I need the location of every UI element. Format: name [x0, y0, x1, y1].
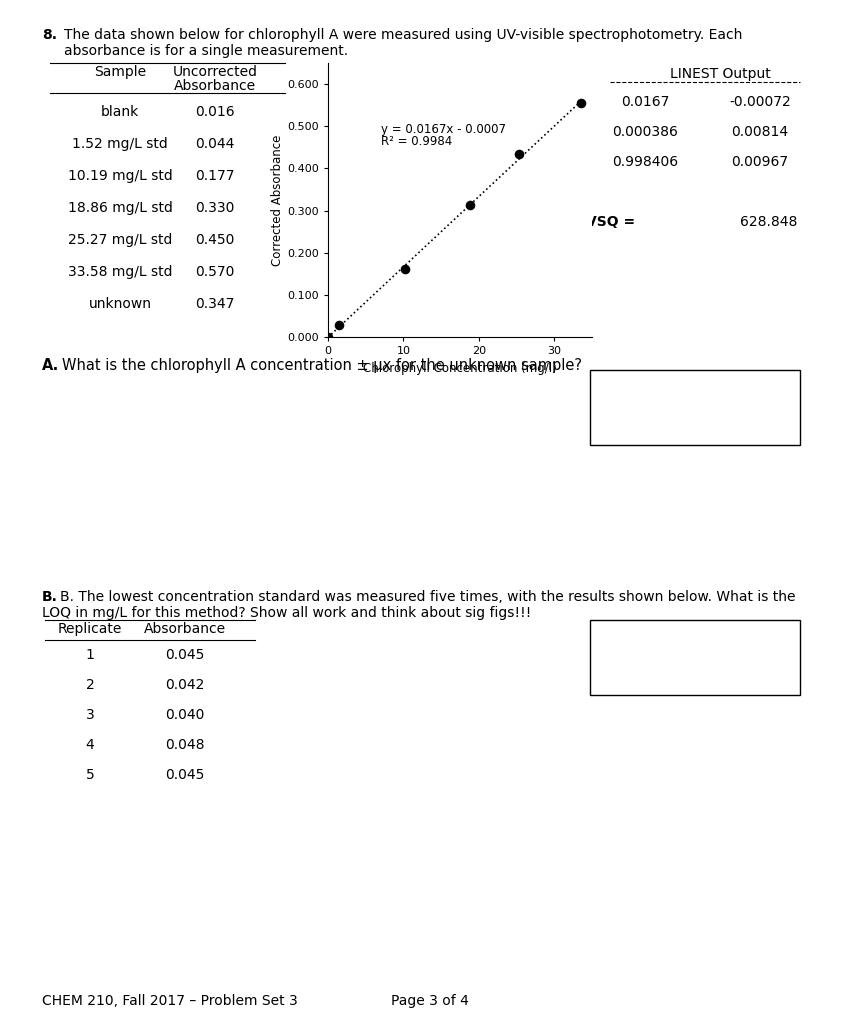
Text: 0.0167: 0.0167	[620, 95, 668, 109]
Text: 0.045: 0.045	[165, 768, 204, 782]
Text: 0.998406: 0.998406	[611, 155, 677, 169]
Text: 25.27 mg/L std: 25.27 mg/L std	[68, 233, 172, 247]
Text: LINEST Output: LINEST Output	[668, 67, 770, 81]
Text: 0.570: 0.570	[195, 265, 235, 279]
Text: 0.045: 0.045	[165, 648, 204, 662]
Text: R² = 0.9984: R² = 0.9984	[381, 135, 452, 148]
Text: Page 3 of 4: Page 3 of 4	[391, 994, 468, 1008]
Text: 0.00814: 0.00814	[731, 125, 787, 139]
Text: 0.040: 0.040	[165, 708, 204, 722]
Text: 3: 3	[85, 708, 95, 722]
Bar	[589, 620, 799, 695]
Text: 0.016: 0.016	[195, 105, 235, 119]
Text: 0.000386: 0.000386	[611, 125, 677, 139]
Text: 8.: 8.	[42, 28, 57, 42]
Text: 1.52 mg/L std: 1.52 mg/L std	[72, 137, 168, 151]
Point	[463, 197, 477, 213]
Text: absorbance is for a single measurement.: absorbance is for a single measurement.	[64, 44, 348, 58]
Text: Replicate: Replicate	[57, 622, 122, 636]
Text: y = 0.0167x - 0.0007: y = 0.0167x - 0.0007	[381, 123, 506, 135]
Text: 5: 5	[85, 768, 95, 782]
Point	[574, 95, 587, 112]
Text: 0.044: 0.044	[195, 137, 235, 151]
Text: What is the chlorophyll A concentration ± μx for the unknown sample?: What is the chlorophyll A concentration …	[62, 358, 582, 373]
Text: B. The lowest concentration standard was measured five times, with the results s: B. The lowest concentration standard was…	[60, 590, 794, 604]
Point	[321, 329, 334, 345]
Text: 0.042: 0.042	[165, 678, 204, 692]
Text: 10.19 mg/L std: 10.19 mg/L std	[68, 169, 172, 183]
Text: 0.450: 0.450	[195, 233, 235, 247]
Point	[398, 261, 411, 278]
Text: 628.848: 628.848	[739, 215, 797, 229]
Text: Sample: Sample	[94, 65, 146, 79]
Bar	[589, 370, 799, 445]
Text: Absorbance: Absorbance	[174, 79, 256, 93]
Text: blank: blank	[100, 105, 139, 119]
Point	[511, 145, 525, 162]
Text: B.: B.	[42, 590, 57, 604]
Text: unknown: unknown	[89, 297, 151, 311]
Text: 4: 4	[85, 738, 95, 752]
X-axis label: Chlorophyll Concentration (mg/l): Chlorophyll Concentration (mg/l)	[363, 361, 556, 375]
Text: 1: 1	[85, 648, 95, 662]
Text: 33.58 mg/L std: 33.58 mg/L std	[68, 265, 172, 279]
Text: Uncorrected: Uncorrected	[172, 65, 257, 79]
Text: 2: 2	[85, 678, 95, 692]
Text: LOQ in mg/L for this method? Show all work and think about sig figs!!!: LOQ in mg/L for this method? Show all wo…	[42, 606, 531, 620]
Text: 18.86 mg/L std: 18.86 mg/L std	[68, 201, 172, 215]
Text: 0.177: 0.177	[195, 169, 235, 183]
Y-axis label: Corrected Absorbance: Corrected Absorbance	[271, 134, 284, 265]
Text: 0.048: 0.048	[165, 738, 204, 752]
Text: 0.330: 0.330	[195, 201, 235, 215]
Text: -0.00072: -0.00072	[728, 95, 790, 109]
Text: 0.00967: 0.00967	[731, 155, 787, 169]
Text: 0.347: 0.347	[195, 297, 235, 311]
Point	[333, 317, 346, 334]
Text: A.: A.	[42, 358, 59, 373]
Text: DEVSQ =: DEVSQ =	[564, 215, 634, 229]
Text: CHEM 210, Fall 2017 – Problem Set 3: CHEM 210, Fall 2017 – Problem Set 3	[42, 994, 297, 1008]
Text: The data shown below for chlorophyll A were measured using UV-visible spectropho: The data shown below for chlorophyll A w…	[64, 28, 742, 42]
Text: Absorbance: Absorbance	[143, 622, 226, 636]
